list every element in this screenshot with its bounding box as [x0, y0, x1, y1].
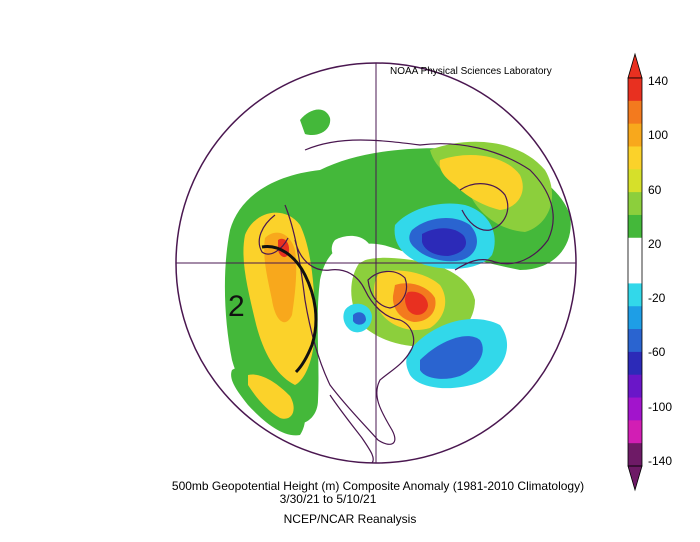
colorbar-tick-label: -60 [648, 345, 666, 360]
colorbar-swatch [628, 260, 642, 284]
alaska-outline [258, 214, 289, 255]
central-america-outline [329, 394, 374, 463]
colorbar-swatch [628, 443, 642, 467]
pacific-yellow [248, 374, 294, 419]
colorbar-tick-label: 140 [648, 74, 669, 88]
arctic-red [405, 291, 428, 315]
colorbar-swatch [628, 214, 642, 239]
colorbar [627, 52, 643, 492]
colorbar-tick-label: 100 [648, 128, 669, 143]
negative-darkblue-siberia [422, 228, 467, 256]
caption-title: 500mb Geopotential Height (m) Composite … [171, 479, 585, 493]
colorbar-tick-label: -100 [648, 399, 673, 414]
colorbar-tick-label: -140 [648, 454, 673, 468]
colorbar-swatch [628, 351, 642, 376]
colorbar-frame [627, 77, 643, 467]
colorbar-top-arrow [627, 52, 643, 79]
colorbar-swatch [628, 306, 642, 330]
colorbar-swatch [628, 237, 642, 262]
eurasia-outline [304, 139, 554, 271]
anomaly-fields [224, 109, 571, 436]
colorbar-swatch [628, 146, 642, 170]
colorbar-swatch [628, 123, 642, 147]
colorbar-tick-label: -20 [648, 291, 666, 306]
colorbar-swatch [628, 169, 642, 193]
credit-label: NOAA Physical Sciences Laboratory [390, 66, 552, 77]
colorbar-swatch [628, 192, 642, 216]
colorbar-swatch [628, 100, 642, 125]
colorbar-swatch [628, 283, 642, 307]
colorbar-swatch [628, 329, 642, 353]
colorbar-tick-label: 60 [648, 182, 662, 197]
neutral-white-pole [331, 235, 372, 265]
europe-yellow [439, 155, 523, 210]
colorbar-swatch [628, 397, 642, 421]
colorbar-swatch [628, 420, 642, 444]
negative-blue-canada [353, 312, 366, 325]
negative-blue-atlantic [420, 336, 483, 379]
colorbar-swatch [628, 78, 642, 102]
caption-dates: 3/30/21 to 5/10/21 [279, 492, 377, 506]
colorbar-tick-label: 20 [648, 236, 662, 251]
greenland-outline [367, 270, 408, 309]
positive-anomaly-green-north [300, 109, 331, 136]
drawn-trough-line [261, 245, 318, 374]
caption-source: NCEP/NCAR Reanalysis [283, 512, 417, 526]
colorbar-swatch [628, 374, 642, 399]
europe-outline [459, 183, 509, 231]
drawn-number-2: 2 [228, 290, 245, 323]
